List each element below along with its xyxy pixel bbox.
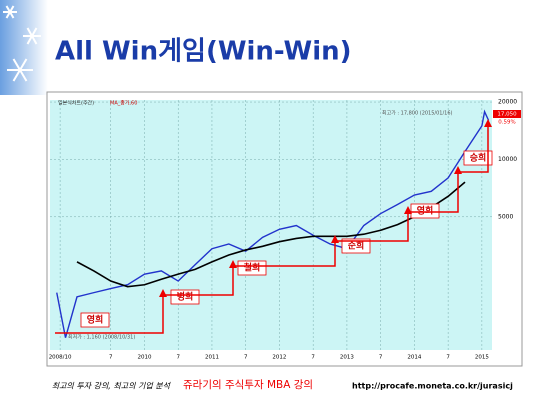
x-tick-label: 7 — [109, 355, 113, 361]
x-tick-label: 2008/10 — [49, 355, 72, 361]
x-tick-label: 7 — [311, 355, 315, 361]
annotation: 승희 — [470, 152, 487, 164]
x-tick-label: 2011 — [205, 355, 219, 361]
legend-entry: 일본식차트(주간) — [58, 100, 94, 107]
plot-area — [50, 100, 492, 350]
annotation: 철희 — [244, 262, 261, 274]
x-tick-label: 7 — [379, 355, 383, 361]
x-tick-label: 2015 — [475, 355, 489, 361]
x-tick-label: 7 — [446, 355, 450, 361]
snowflakes — [3, 5, 41, 82]
footer-course: 쥬라기의 주식투자 MBA 강의 — [183, 379, 313, 391]
corner-strip — [0, 0, 48, 95]
annotation-box — [410, 203, 440, 219]
series-line — [76, 181, 466, 288]
x-tick-label: 2012 — [272, 355, 286, 361]
arrow-heads — [159, 119, 492, 297]
annotation-box — [341, 238, 371, 254]
legend-entry: MA_종가,60 — [110, 100, 137, 107]
footer-url: http://procafe.moneta.co.kr/jurasicj — [352, 382, 513, 391]
annotation: 영희 — [417, 205, 434, 217]
annotation: 순희 — [348, 240, 365, 252]
last-price-box — [493, 110, 521, 118]
high-label: 최고가 : 17,800 (2015/01/16) — [382, 110, 453, 117]
annotation-box — [170, 289, 200, 305]
step-arrows — [55, 125, 489, 334]
y-tick-label: 10000 — [498, 156, 517, 163]
x-tick-label: 7 — [244, 355, 248, 361]
x-tick-label: 7 — [176, 355, 180, 361]
low-label: 최저가 : 1,160 (2008/10/31) — [68, 334, 135, 341]
series-line — [56, 109, 490, 338]
x-tick-label: 2010 — [137, 355, 151, 361]
y-tick-label: 20000 — [498, 99, 517, 106]
last-price: 17,050 — [497, 112, 517, 118]
y-tick-label: 5000 — [498, 213, 513, 220]
annotation: 병희 — [177, 291, 194, 303]
annotation-box — [463, 150, 493, 166]
x-tick-label: 2013 — [340, 355, 354, 361]
x-tick-label: 2014 — [407, 355, 421, 361]
annotation-box — [80, 312, 110, 328]
annotation-box — [237, 260, 267, 276]
footer-slogan: 최고의 투자 강의, 최고의 기업 분석 — [52, 382, 172, 391]
annotation: 영희 — [87, 314, 104, 326]
slide-title: All Win게임(Win-Win) — [55, 37, 352, 67]
last-change: 0.59% — [498, 120, 515, 126]
